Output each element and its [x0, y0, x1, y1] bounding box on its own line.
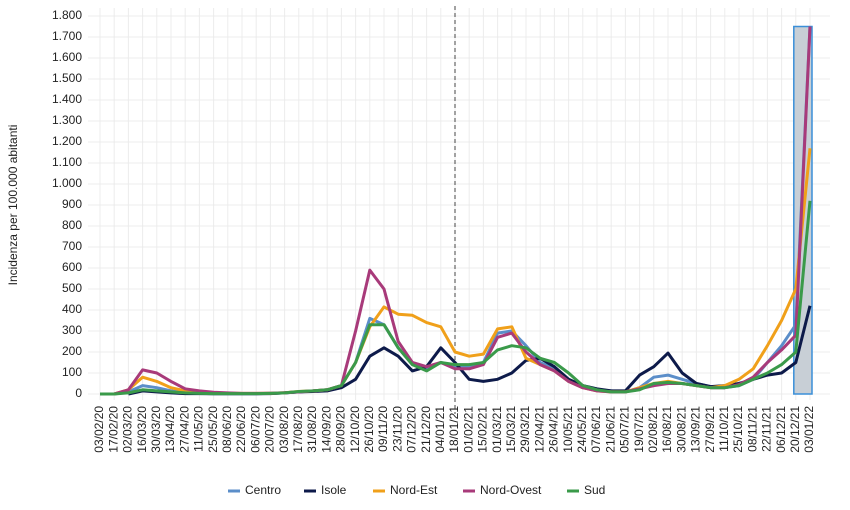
legend-label: Centro	[245, 483, 281, 497]
x-tick-label: 12/04/21	[532, 406, 546, 453]
series-line	[100, 200, 812, 396]
y-tick-label: 1.800	[52, 8, 82, 22]
x-tick-label: 31/08/20	[305, 406, 319, 453]
x-tick-label: 29/03/21	[518, 406, 532, 453]
x-tick-label: 11/05/20	[192, 406, 206, 452]
legend-label: Isole	[321, 483, 347, 497]
x-tick-label: 27/09/21	[703, 406, 717, 453]
x-tick-label: 12/10/20	[348, 406, 362, 453]
x-tick-label: 22/06/20	[234, 406, 248, 453]
x-tick-label: 15/03/21	[504, 406, 518, 453]
x-tick-label: 25/05/20	[206, 406, 220, 453]
x-tick-label: 14/09/20	[319, 406, 333, 453]
y-tick-label: 300	[62, 323, 82, 337]
x-tick-label: 17/08/20	[291, 406, 305, 453]
y-tick-label: 700	[62, 239, 82, 253]
x-tick-label: 30/03/20	[149, 406, 163, 453]
x-tick-label: 26/04/21	[547, 406, 561, 453]
x-tick-label: 07/06/21	[589, 406, 603, 453]
x-tick-label: 10/05/21	[561, 406, 575, 453]
x-tick-label: 21/06/21	[603, 406, 617, 453]
y-tick-label: 1.100	[52, 155, 82, 169]
y-tick-label: 200	[62, 344, 82, 358]
x-tick-label: 16/08/21	[660, 406, 674, 453]
x-tick-label: 06/12/21	[774, 406, 788, 453]
y-tick-label: 400	[62, 302, 82, 316]
x-tick-label: 13/04/20	[163, 406, 177, 453]
y-tick-label: 1.200	[52, 134, 82, 148]
y-tick-label: 100	[62, 365, 82, 379]
y-tick-label: 1.000	[52, 176, 82, 190]
x-tick-label: 23/11/20	[390, 406, 404, 452]
y-tick-label: 1.700	[52, 29, 82, 43]
x-tick-label: 21/12/20	[419, 406, 433, 453]
x-tick-label: 08/11/21	[745, 406, 759, 452]
x-tick-label: 16/03/20	[135, 406, 149, 453]
legend-label: Sud	[584, 483, 605, 497]
x-tick-label: 25/10/21	[731, 406, 745, 453]
x-tick-label: 11/10/21	[717, 406, 731, 452]
legend-label: Nord-Est	[390, 483, 438, 497]
y-axis-title: Incidenza per 100.000 abitanti	[6, 125, 20, 286]
legend-label: Nord-Ovest	[480, 483, 542, 497]
x-tick-label: 18/01/21	[447, 406, 461, 453]
x-tick-label: 05/07/21	[618, 406, 632, 453]
x-tick-label: 01/03/21	[490, 406, 504, 453]
x-tick-label: 03/02/20	[92, 406, 106, 453]
x-tick-label: 08/06/20	[220, 406, 234, 453]
x-tick-label: 30/08/21	[674, 406, 688, 453]
x-tick-label: 26/10/20	[362, 406, 376, 453]
x-tick-label: 22/11/21	[760, 406, 774, 452]
y-tick-label: 1.300	[52, 113, 82, 127]
x-tick-label: 02/08/21	[646, 406, 660, 453]
x-tick-label: 13/09/21	[689, 406, 703, 453]
y-tick-label: 500	[62, 281, 82, 295]
y-tick-label: 1.600	[52, 50, 82, 64]
x-tick-label: 27/04/20	[177, 406, 191, 453]
x-tick-label: 20/07/20	[263, 406, 277, 453]
y-tick-label: 1.500	[52, 71, 82, 85]
y-tick-label: 1.400	[52, 92, 82, 106]
y-tick-label: 900	[62, 197, 82, 211]
x-tick-label: 20/12/21	[788, 406, 802, 453]
x-tick-label: 09/11/20	[376, 406, 390, 452]
x-tick-label: 17/02/20	[106, 406, 120, 453]
x-tick-label: 02/03/20	[121, 406, 135, 453]
x-tick-label: 01/02/21	[461, 406, 475, 453]
x-tick-label: 24/05/21	[575, 406, 589, 453]
x-tick-label: 15/02/21	[476, 406, 490, 453]
y-tick-label: 600	[62, 260, 82, 274]
x-tick-label: 07/12/20	[405, 406, 419, 453]
x-tick-label: 19/07/21	[632, 406, 646, 453]
x-tick-label: 03/01/22	[802, 406, 816, 453]
x-tick-label: 04/01/21	[433, 406, 447, 453]
y-tick-label: 0	[75, 386, 82, 400]
x-tick-label: 28/09/20	[334, 406, 348, 453]
y-tick-label: 800	[62, 218, 82, 232]
x-tick-label: 03/08/20	[277, 406, 291, 453]
x-tick-label: 06/07/20	[248, 406, 262, 453]
